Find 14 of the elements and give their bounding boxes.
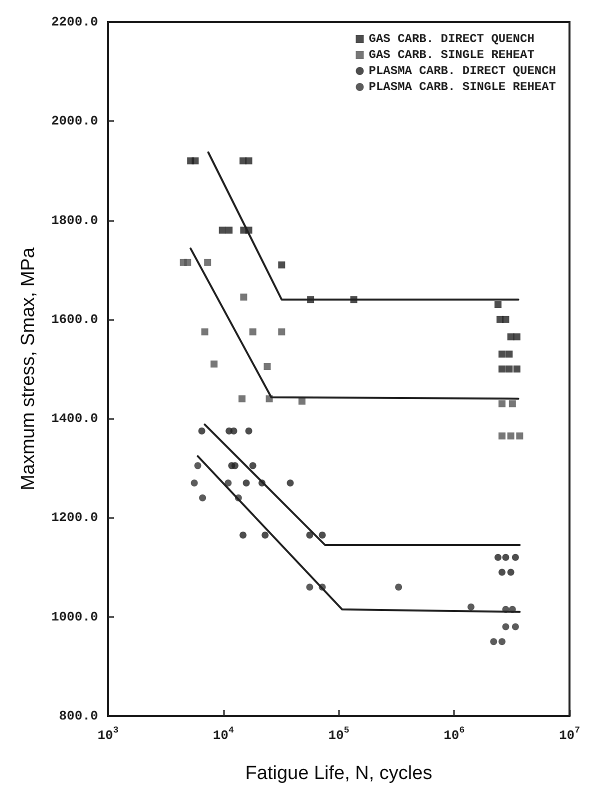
- legend-label: GAS CARB. DIRECT QUENCH: [368, 32, 534, 46]
- y-tick-label: 1800.0: [51, 212, 98, 228]
- y-tick-label: 1000.0: [51, 609, 98, 624]
- y-tick-label: 1600.0: [51, 312, 98, 327]
- y-tick-label: 2200.0: [51, 14, 98, 30]
- y-axis-title: Maxmum stress, Smax, MPa: [18, 247, 39, 490]
- legend-label: PLASMA CARB. SINGLE REHEAT: [368, 80, 556, 94]
- y-tick-label: 800.0: [58, 708, 98, 724]
- legend-label: GAS CARB. SINGLE REHEAT: [368, 48, 534, 62]
- legend-label: PLASMA CARB. DIRECT QUENCH: [368, 64, 556, 78]
- y-tick-label: 1400.0: [51, 411, 98, 426]
- y-tick-label: 1200.0: [51, 510, 98, 526]
- y-tick-label: 2000.0: [51, 114, 98, 129]
- x-axis-title: Fatigue Life, N, cycles: [245, 763, 432, 784]
